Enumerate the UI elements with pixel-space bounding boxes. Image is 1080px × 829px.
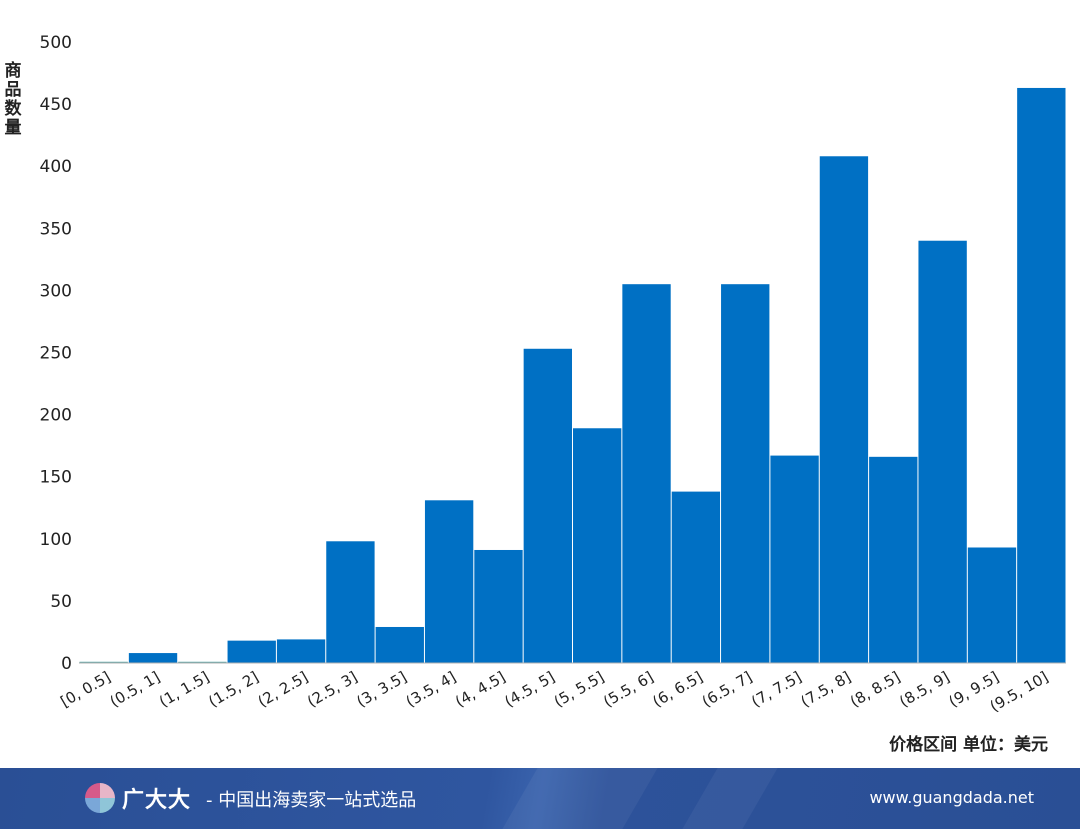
y-tick-label: 400 [40, 157, 72, 177]
brand-name: 广大大 [122, 788, 192, 813]
bar [671, 491, 721, 663]
bar [967, 547, 1017, 663]
y-tick-label: 450 [40, 95, 72, 115]
x-axis-title: 价格区间 单位：美元 [889, 735, 1048, 755]
bar [523, 348, 572, 663]
y-axis-ticks: 0 50 100 150 200 250 300 350 400 450 500 [40, 33, 72, 674]
x-tick-label: (1, 1.5] [156, 668, 212, 711]
x-tick-label: (2.5, 3] [304, 668, 360, 711]
bars [79, 87, 1066, 664]
y-tick-label: 0 [61, 654, 72, 674]
x-tick-label: (4.5, 5] [502, 668, 558, 711]
bar [918, 240, 967, 663]
x-tick-label: (3, 3.5] [353, 668, 409, 711]
y-tick-label: 250 [40, 344, 72, 364]
bar [326, 541, 375, 663]
y-tick-label: 100 [40, 530, 72, 550]
x-tick-label: (7, 7.5] [748, 668, 804, 711]
y-tick-label: 200 [40, 406, 72, 426]
x-tick-label: (4, 4.5] [452, 668, 508, 711]
pie-logo-icon [85, 783, 115, 813]
bar [474, 549, 523, 663]
x-tick-label: (7.5, 8] [798, 668, 854, 711]
bar [869, 456, 918, 663]
bar [1017, 87, 1066, 664]
x-tick-label: (5.5, 6] [600, 668, 656, 711]
x-tick-label: (6.5, 7] [699, 668, 755, 711]
x-tick-label: (0.5, 1] [107, 668, 163, 711]
y-tick-label: 350 [40, 219, 72, 239]
y-axis-title: 商品数量 [4, 61, 22, 138]
y-tick-label: 50 [50, 592, 72, 612]
brand-slogan: - 中国出海卖家一站式选品 [206, 790, 417, 811]
footer-decor-band [502, 768, 658, 829]
x-axis-ticks: [0, 0.5](0.5, 1](1, 1.5](1.5, 2](2, 2.5]… [57, 668, 1051, 716]
footer-banner: 广大大 - 中国出海卖家一站式选品 www.guangdada.net [0, 768, 1080, 829]
x-tick-label: (3.5, 4] [403, 668, 459, 711]
bar [128, 653, 178, 663]
website-url[interactable]: www.guangdada.net [869, 788, 1034, 807]
bar [276, 639, 326, 663]
x-tick-label: (1.5, 2] [205, 668, 261, 711]
y-tick-label: 500 [40, 33, 72, 53]
bar [424, 500, 474, 663]
bar [573, 428, 622, 663]
x-tick-label: (5, 5.5] [551, 668, 607, 711]
x-tick-label: (6, 6.5] [650, 668, 706, 711]
bar [770, 455, 819, 663]
y-tick-label: 150 [40, 468, 72, 488]
bar [375, 626, 424, 663]
y-tick-label: 300 [40, 281, 72, 301]
bar [227, 640, 276, 663]
x-tick-label: (8.5, 9] [896, 668, 952, 711]
x-tick-label: (8, 8.5] [847, 668, 903, 711]
x-tick-label: [0, 0.5] [57, 668, 113, 711]
footer-decor-band [682, 768, 778, 829]
x-tick-label: (2, 2.5] [255, 668, 311, 711]
bar [622, 284, 671, 663]
bar [721, 284, 770, 663]
bar [819, 156, 869, 663]
